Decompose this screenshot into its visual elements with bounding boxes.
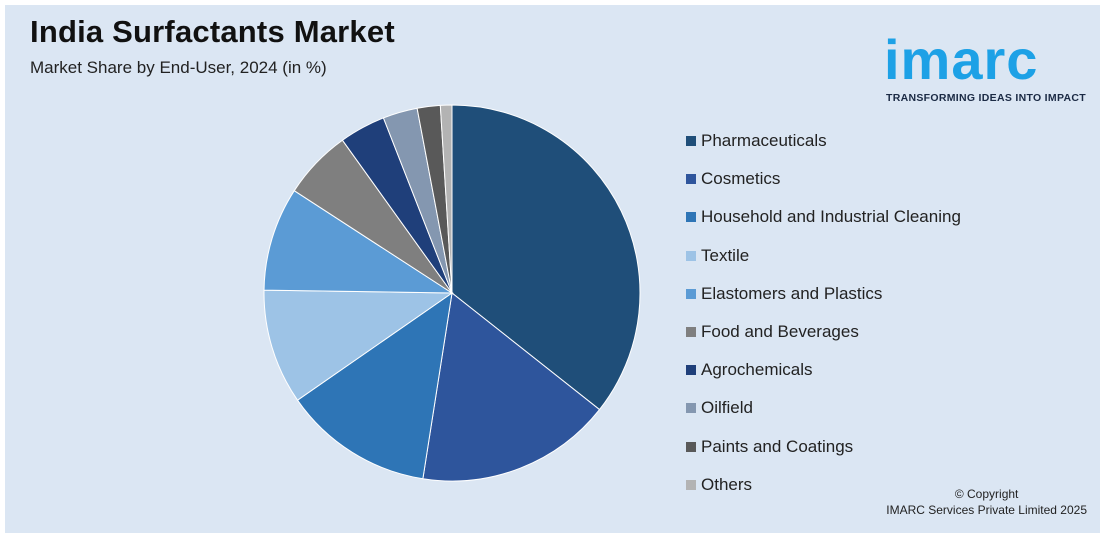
legend-swatch: [686, 288, 696, 299]
legend-label: Pharmaceuticals: [701, 131, 827, 151]
chart-legend: Pharmaceuticals Cosmetics Household and In…: [686, 122, 961, 504]
pie-slice-pharmaceuticals: [451, 104, 641, 411]
legend-swatch: [686, 479, 696, 490]
legend-swatch: [686, 403, 696, 414]
legend-item: Textile: [686, 237, 961, 275]
legend-label: Household and Industrial Cleaning: [701, 207, 961, 227]
legend-swatch: [686, 327, 696, 338]
legend-item: Cosmetics: [686, 160, 961, 198]
copyright-line-2: IMARC Services Private Limited 2025: [886, 503, 1087, 517]
copyright-notice: © Copyright IMARC Services Private Limit…: [886, 486, 1087, 518]
legend-label: Textile: [701, 245, 750, 265]
imarc-logo: imarc TRANSFORMING IDEAS INTO IMPACT: [880, 12, 1095, 107]
pie-slice-others: [439, 104, 453, 294]
legend-label: Others: [701, 474, 753, 494]
copyright-line-1: © Copyright: [954, 487, 1019, 501]
pie-slice-elastomers-and-plastics: [263, 189, 454, 294]
legend-item: Household and Industrial Cleaning: [686, 198, 961, 236]
legend-item: Oilfield: [686, 389, 961, 427]
legend-swatch: [686, 136, 696, 147]
legend-label: Elastomers and Plastics: [701, 283, 883, 303]
chart-subtitle: Market Share by End-User, 2024 (in %): [30, 58, 327, 77]
legend-swatch: [686, 250, 696, 261]
legend-label: Oilfield: [701, 398, 753, 418]
legend-item: Paints and Coatings: [686, 428, 961, 466]
legend-swatch: [686, 212, 696, 223]
legend-item: Elastomers and Plastics: [686, 275, 961, 313]
legend-item: Pharmaceuticals: [686, 122, 961, 160]
legend-swatch: [686, 365, 696, 376]
logo-tagline: TRANSFORMING IDEAS INTO IMPACT: [886, 92, 1086, 104]
legend-item: Others: [686, 466, 961, 504]
legend-item: Food and Beverages: [686, 313, 961, 351]
logo-wordmark: imarc: [884, 28, 1039, 91]
pie-slice-cosmetics: [422, 292, 601, 482]
legend-label: Agrochemicals: [701, 360, 813, 380]
pie-slice-household-and-industrial-cleaning: [296, 291, 453, 480]
legend-label: Cosmetics: [701, 169, 781, 189]
legend-label: Food and Beverages: [701, 322, 859, 342]
legend-swatch: [686, 441, 696, 452]
legend-item: Agrochemicals: [686, 351, 961, 389]
chart-title: India Surfactants Market: [30, 14, 395, 49]
legend-swatch: [686, 174, 696, 185]
pie-slice-textile: [263, 289, 454, 401]
pie-slices: [263, 104, 641, 482]
legend-label: Paints and Coatings: [701, 436, 854, 456]
